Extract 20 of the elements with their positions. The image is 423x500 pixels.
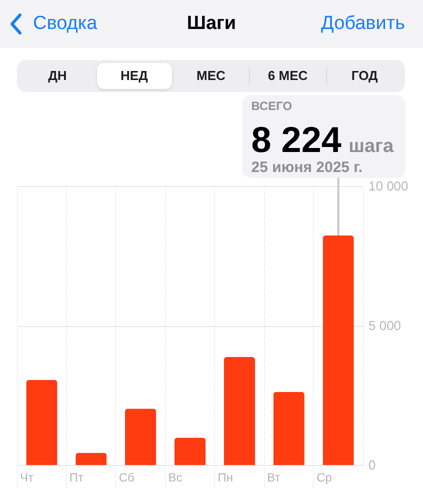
annotation: ВСЕГО 8 224 шага 25 июня 2025 г. <box>251 99 399 176</box>
x-tick-label: Сб <box>118 470 135 484</box>
bar <box>125 408 156 465</box>
y-tick-label: 10 000 <box>368 178 408 194</box>
bar <box>26 380 58 465</box>
y-tick-label: 0 <box>368 458 376 472</box>
bar <box>322 236 354 465</box>
x-tick-label: Вт <box>267 470 281 484</box>
x-tick-label: Вс <box>168 470 182 484</box>
x-tick-label: Ср <box>316 470 332 484</box>
x-tick-label: Пт <box>69 470 84 484</box>
y-tick-label: 5 000 <box>368 318 402 333</box>
bar <box>273 392 304 465</box>
x-tick-label: Пн <box>218 470 233 484</box>
bar <box>76 452 107 465</box>
segmented-control: ДН НЕД МЕС 6 МЕС ГОД <box>17 60 405 92</box>
chart-title: Шаги <box>186 13 236 34</box>
bar <box>174 438 206 465</box>
bar <box>224 357 255 465</box>
x-tick-label: Чт <box>20 470 34 484</box>
